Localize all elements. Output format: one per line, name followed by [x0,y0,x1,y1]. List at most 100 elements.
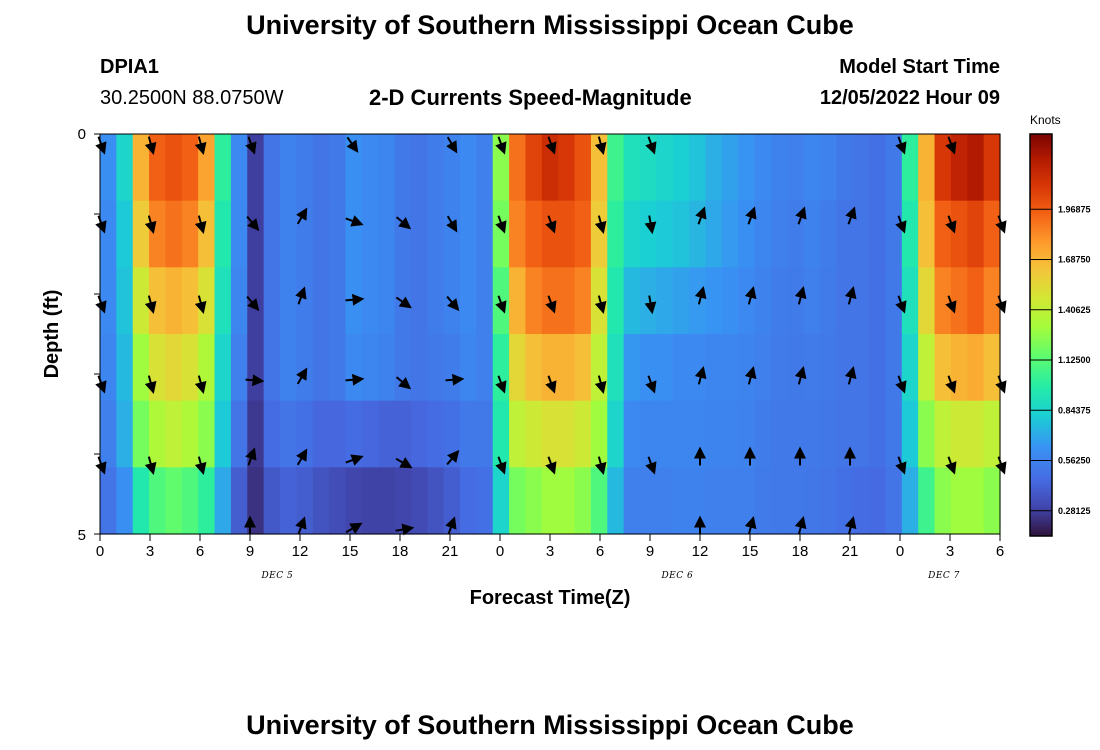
heatmap-cell [230,400,248,468]
heatmap-cell [590,200,608,268]
heatmap-cell [640,334,657,402]
current-vector-arrow [245,374,265,387]
heatmap-cell [329,134,347,202]
heatmap-cell [885,467,903,535]
heatmap-cell [165,134,183,202]
heatmap-cell [869,467,887,535]
current-vector-arrow [345,522,363,534]
heatmap-cell [214,267,232,335]
heatmap-cell [983,267,1001,335]
heatmap-cell [967,134,985,202]
heatmap-cell [852,400,870,468]
model-start-value: 12/05/2022 Hour 09 [819,87,1000,109]
heatmap-cell [394,467,412,535]
heatmap-cell [836,200,854,268]
heatmap-cell [869,134,887,202]
heatmap-cell [492,467,510,535]
heatmap-cell [852,467,870,535]
heatmap-cell [214,134,232,202]
current-vector-arrow [644,295,657,315]
heatmap-cell [803,267,821,335]
heatmap-cell [754,467,772,535]
heatmap-cell [541,334,559,402]
current-vector-arrow [144,136,157,156]
current-vector-arrow [795,206,807,225]
heatmap-cell [705,467,723,535]
heatmap-cell [345,134,363,202]
heatmap-cell [672,467,690,535]
current-vector-arrow [246,295,260,312]
heatmap-cell [280,134,297,202]
current-vector-arrow [446,215,458,233]
x-tick-label: 0 [96,543,104,560]
heatmap-cell [983,134,1001,202]
heatmap-cell [705,134,723,202]
heatmap-cell [950,400,968,468]
heatmap-cell [672,400,690,468]
heatmap-cell [443,200,461,268]
heatmap-cell [754,134,772,202]
current-vector-arrow [345,293,365,306]
heatmap-cell [721,334,739,402]
current-vector-arrow [794,515,807,535]
current-vector-arrow [844,285,857,305]
heatmap-cell [165,334,183,402]
heatmap-cell [934,200,952,268]
heatmap-cell [590,400,608,468]
heatmap-cell [738,200,756,268]
page-title: University of Southern Mississippi Ocean… [246,10,854,40]
current-vector-arrow [144,295,157,315]
heatmap-cell [361,134,379,202]
heatmap-cell [901,467,919,535]
heatmap-cell [476,467,494,535]
heatmap-cell [296,200,314,268]
heatmap-cell [787,200,805,268]
heatmap-cell [770,334,788,402]
current-vector-arrow [744,285,757,305]
heatmap-cell [869,400,887,468]
heatmap-cell [263,134,281,202]
heatmap-cell [214,200,232,268]
heatmap-cell [721,200,739,268]
heatmap-cell [149,334,167,402]
heatmap-cell [378,467,396,535]
heatmap-cell [263,200,281,268]
y-tick-label: 5 [78,527,86,544]
heatmap-cell [345,467,363,535]
heatmap-cell [132,400,150,468]
current-vector-arrow [194,295,207,315]
heatmap-cell [574,467,592,535]
current-vector-arrow [744,515,757,535]
heatmap-cell [721,467,739,535]
heatmap-cell [983,200,1001,268]
current-vector-arrow [694,365,707,385]
x-tick-label: 12 [292,543,309,560]
heatmap-cell [165,267,183,335]
current-vector-arrow [845,206,857,225]
current-vector-arrow [495,456,507,475]
current-vector-arrow [644,215,657,235]
heatmap-cell [558,267,576,335]
heatmap-cell [820,400,837,468]
heatmap-cell [509,200,527,268]
current-vector-arrow [594,136,607,156]
heatmap-cell [394,334,412,402]
heatmap-cell [476,334,494,402]
heatmap-cell [950,334,968,402]
heatmap-cell [885,267,903,335]
heatmap-cell [738,267,756,335]
heatmap-cell [852,267,870,335]
heatmap-cell [100,400,117,468]
current-vector-arrow [295,516,307,535]
heatmap-cell [820,134,837,202]
heatmap-cell [852,134,870,202]
heatmap-cell [623,400,641,468]
heatmap-cell [918,200,936,268]
current-vector-arrow [645,136,657,155]
heatmap-cell [214,400,232,468]
current-vector-arrow [395,296,412,309]
heatmap-cell [296,267,314,335]
heatmap-cell [427,467,445,535]
heatmap-cell [934,400,952,468]
